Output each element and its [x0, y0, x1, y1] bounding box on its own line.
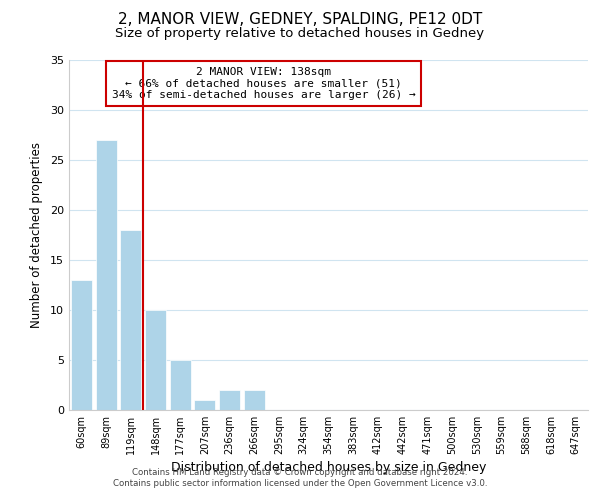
X-axis label: Distribution of detached houses by size in Gedney: Distribution of detached houses by size …	[171, 461, 486, 474]
Bar	[120, 230, 141, 410]
Bar	[194, 400, 215, 410]
Bar	[219, 390, 240, 410]
Bar	[145, 310, 166, 410]
Text: 2 MANOR VIEW: 138sqm
← 66% of detached houses are smaller (51)
34% of semi-detac: 2 MANOR VIEW: 138sqm ← 66% of detached h…	[112, 67, 415, 100]
Bar	[95, 140, 116, 410]
Bar	[244, 390, 265, 410]
Y-axis label: Number of detached properties: Number of detached properties	[30, 142, 43, 328]
Text: Contains HM Land Registry data © Crown copyright and database right 2024.
Contai: Contains HM Land Registry data © Crown c…	[113, 468, 487, 487]
Text: Size of property relative to detached houses in Gedney: Size of property relative to detached ho…	[115, 28, 485, 40]
Text: 2, MANOR VIEW, GEDNEY, SPALDING, PE12 0DT: 2, MANOR VIEW, GEDNEY, SPALDING, PE12 0D…	[118, 12, 482, 28]
Bar	[170, 360, 191, 410]
Bar	[71, 280, 92, 410]
